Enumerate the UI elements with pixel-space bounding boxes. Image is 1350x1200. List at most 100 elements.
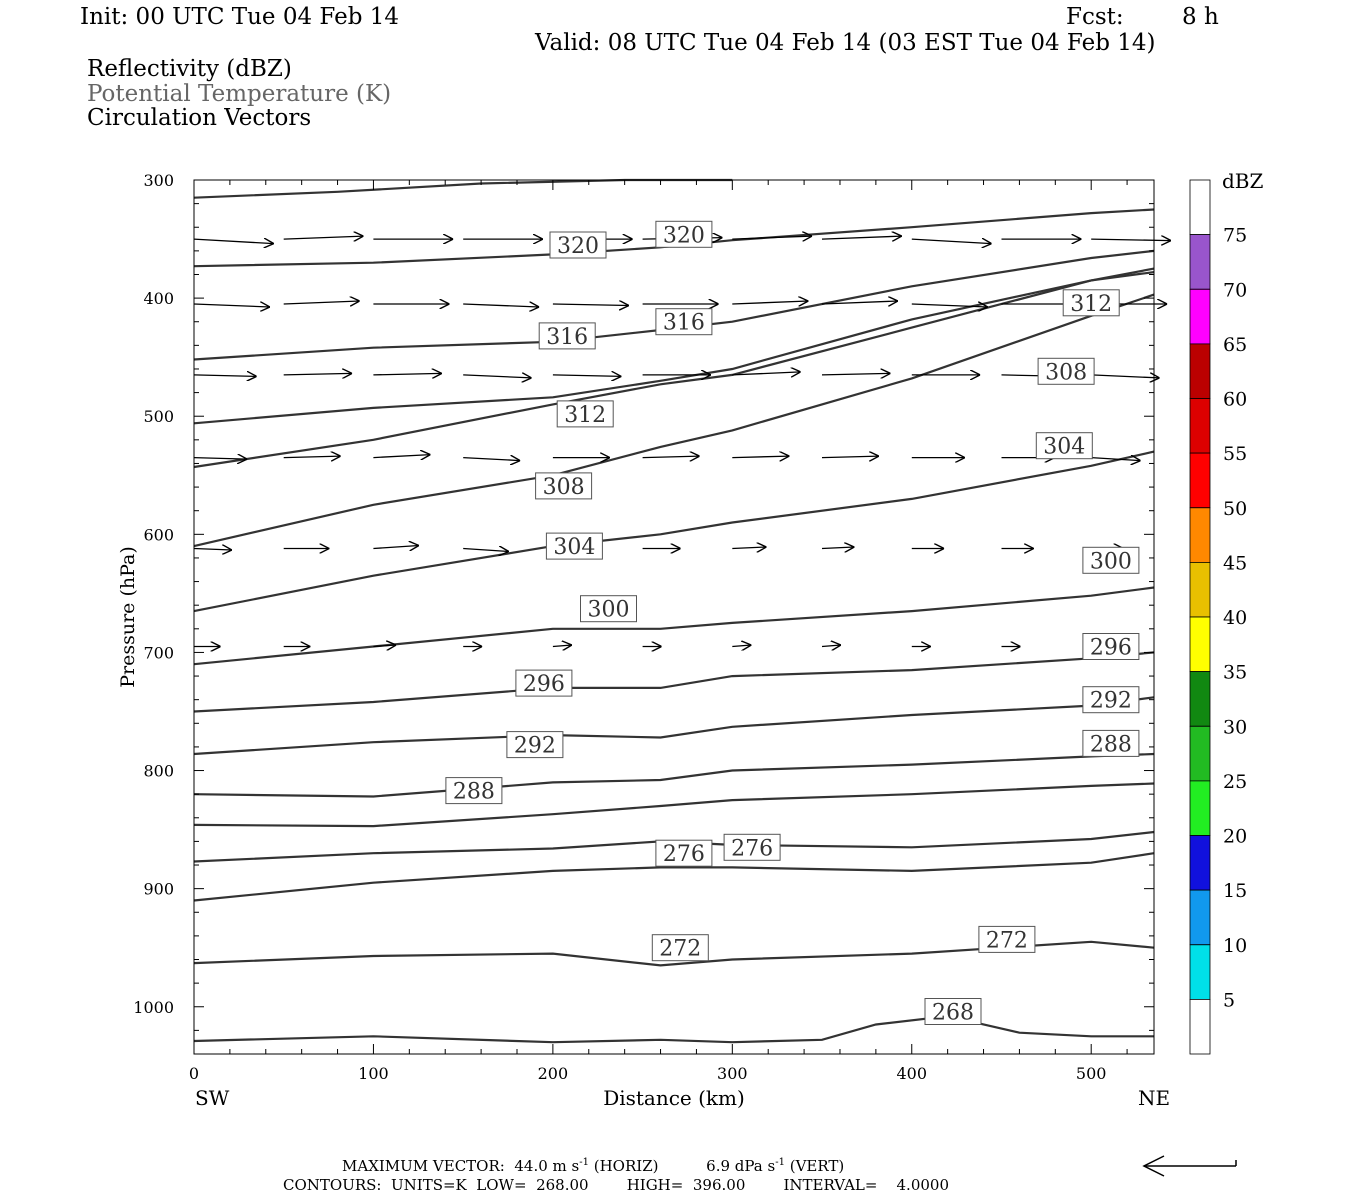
y-tick-label: 700 (143, 643, 174, 662)
colorbar-label: 20 (1223, 826, 1247, 848)
circulation-vector (911, 239, 992, 244)
circulation-vector (283, 456, 341, 458)
contour-label-box (556, 400, 614, 428)
contour-label-box (535, 472, 593, 500)
contour-label-text: 304 (553, 535, 595, 560)
contour-label-box (655, 839, 713, 867)
contour-label: 316 (538, 322, 596, 350)
x-tick-label: 300 (717, 1064, 748, 1083)
contour-label: 312 (1062, 289, 1120, 317)
contour-label: 320 (655, 220, 713, 248)
sw-label: SW (195, 1086, 230, 1110)
colorbar-segment (1189, 179, 1211, 235)
contour-label-text: 272 (659, 937, 701, 962)
colorbar-segment (1189, 288, 1211, 345)
contour-label-box (1082, 546, 1140, 574)
contour-label-text: 308 (1045, 360, 1087, 385)
contour-label-text: 292 (1090, 689, 1132, 714)
valid-time: Valid: 08 UTC Tue 04 Feb 14 (03 EST Tue … (535, 30, 1156, 56)
circulation-vector (732, 372, 800, 375)
contour-label: 292 (1082, 686, 1140, 714)
init-time: Init: 00 UTC Tue 04 Feb 14 (80, 4, 400, 30)
colorbar-label: 5 (1223, 989, 1235, 1011)
contour-label: 268 (924, 998, 982, 1026)
circulation-vector (732, 236, 812, 239)
contour-label: 276 (723, 833, 781, 861)
contour-label-text: 276 (663, 842, 705, 867)
circulation-vector (193, 549, 232, 551)
forecast-label: Fcst: (1066, 4, 1124, 30)
circulation-vector (283, 373, 352, 375)
x-tick-label: 100 (358, 1064, 389, 1083)
x-tick-label: 200 (538, 1064, 569, 1083)
contour-label-text: 296 (1090, 636, 1132, 661)
contour-label: 312 (556, 400, 614, 428)
circulation-vector (193, 304, 270, 307)
colorbar-segment (1189, 999, 1211, 1055)
colorbar-segment (1189, 562, 1211, 618)
contour-label: 292 (506, 731, 564, 759)
circulation-vector (463, 304, 539, 307)
circulation-vector (1091, 375, 1159, 378)
axes: 300 400 500 600 700 800 900 1000 0 100 200 300 400 50… (133, 171, 1154, 1083)
max-vector-info: MAXIMUM VECTOR: 44.0 m s-1 (HORIZ) 6.9 d… (342, 1157, 844, 1175)
circulation-vector (283, 236, 364, 239)
circulation-vector (463, 549, 509, 552)
colorbar-segment (1189, 398, 1211, 454)
horiz-exponent: -1 (579, 1157, 589, 1168)
contour-label-text: 320 (557, 234, 599, 259)
y-tick-label: 400 (143, 289, 174, 308)
colorbar-label: 65 (1223, 334, 1247, 356)
contour-label-box (580, 595, 637, 623)
colorbar-label: 55 (1223, 443, 1247, 465)
colorbar-label: 75 (1223, 225, 1247, 247)
contour-label-box (924, 998, 982, 1025)
contour-label: 308 (1037, 357, 1095, 385)
circulation-vector (552, 304, 629, 306)
colorbar-segment (1189, 835, 1211, 891)
contour-label: 296 (1082, 633, 1140, 661)
contour-label-text: 316 (546, 325, 588, 350)
colorbar-label: 10 (1223, 935, 1247, 957)
contour-label: 300 (580, 595, 637, 623)
contour-label-text: 288 (453, 780, 495, 805)
theta-contour-292 (193, 651, 1155, 713)
contour-label-box (978, 925, 1036, 953)
theta-contour-324 (193, 178, 733, 199)
circulation-vector (642, 456, 700, 458)
contour-label-box (515, 669, 573, 697)
colorbar-label: 35 (1223, 662, 1247, 684)
contour-label-box (549, 231, 607, 259)
colorbar-segment (1189, 780, 1211, 836)
colorbar: 75 70 65 60 55 50 45 40 35 30 25 20 15 10 5 (1189, 179, 1247, 1055)
contour-label-text: 312 (1070, 292, 1112, 317)
contour-label: 296 (515, 669, 573, 697)
circulation-vector (821, 236, 902, 239)
field-potential-temperature: Potential Temperature (K) (87, 81, 392, 107)
circulation-vector (373, 455, 430, 458)
circulation-vector (552, 375, 621, 377)
contour-labels: 320 320 316 316 312 312 308 308 304 304 300 300 296 2… (445, 220, 1140, 1026)
contours-info: CONTOURS: UNITS=K LOW= 268.00 HIGH= 396.… (283, 1176, 949, 1194)
y-tick-label: 300 (143, 171, 174, 190)
circulation-vector (373, 645, 396, 647)
circulation-vector (193, 375, 257, 377)
contour-label: 300 (1082, 546, 1140, 574)
colorbar-segment (1189, 343, 1211, 399)
contour-label-box (655, 308, 713, 336)
circulation-vector (373, 546, 419, 549)
circulation-vector (821, 456, 879, 458)
contour-label-box (655, 220, 713, 248)
theta-contour-304 (193, 293, 1155, 548)
colorbar-title: dBZ (1222, 169, 1264, 193)
y-tick-label: 1000 (133, 998, 174, 1017)
x-tick-label: 400 (896, 1064, 927, 1083)
contour-label-text: 320 (663, 223, 705, 248)
circulation-vector (821, 301, 898, 304)
contour-label-box (723, 833, 781, 861)
theta-contour-288 (193, 696, 1155, 756)
colorbar-label: 40 (1223, 607, 1247, 629)
contour-label: 272 (978, 925, 1036, 953)
colorbar-segment (1189, 725, 1211, 782)
theta-contour-272 (193, 852, 1155, 902)
